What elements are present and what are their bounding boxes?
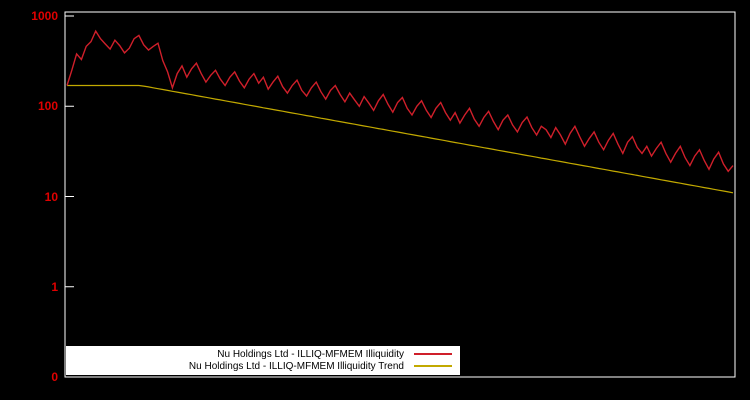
plot-border — [64, 11, 736, 378]
y-axis-tick-marks — [65, 15, 74, 378]
legend-label-illiquidity: Nu Holdings Ltd - ILLIQ-MFMEM Illiquidit… — [217, 348, 404, 360]
chart-legend: Nu Holdings Ltd - ILLIQ-MFMEM Illiquidit… — [66, 346, 460, 375]
legend-entry-trend: Nu Holdings Ltd - ILLIQ-MFMEM Illiquidit… — [74, 360, 452, 372]
illiquidity-line-series — [66, 29, 734, 173]
legend-line-sample-illiquidity — [414, 353, 452, 355]
y-tick-1000: 1000 — [31, 9, 58, 23]
y-tick-0: 0 — [51, 370, 58, 384]
legend-line-sample-trend — [414, 365, 452, 367]
legend-entry-illiquidity: Nu Holdings Ltd - ILLIQ-MFMEM Illiquidit… — [74, 348, 452, 360]
y-tick-10: 10 — [44, 190, 58, 204]
y-tick-1: 1 — [51, 280, 58, 294]
trend-line-series — [67, 84, 734, 194]
legend-label-trend: Nu Holdings Ltd - ILLIQ-MFMEM Illiquidit… — [188, 360, 404, 372]
y-tick-100: 100 — [37, 99, 58, 113]
